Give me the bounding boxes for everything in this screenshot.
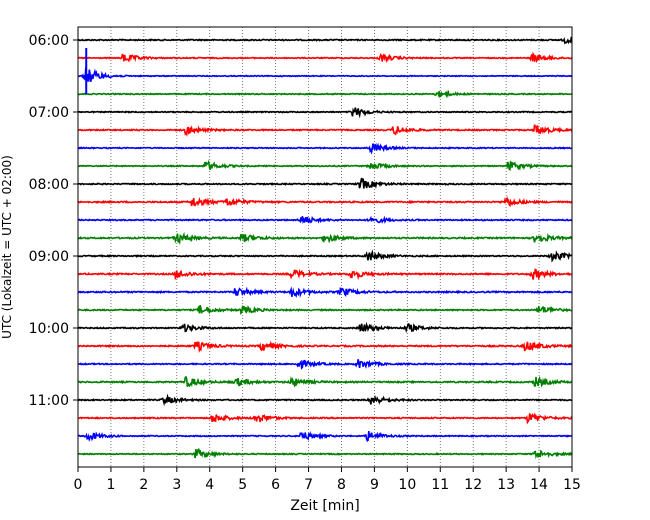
x-tick-label: 2 — [139, 477, 148, 493]
x-tick-label: 4 — [205, 477, 214, 493]
grid-lines — [110, 27, 540, 467]
trace-0915 — [78, 268, 573, 281]
x-tick-label: 0 — [74, 477, 83, 493]
trace-1045 — [78, 375, 573, 388]
x-tick-label: 11 — [431, 477, 449, 493]
x-tick-label: 8 — [337, 477, 346, 493]
trace-0730 — [77, 142, 573, 155]
trace-0700 — [77, 107, 573, 119]
trace-0800 — [77, 177, 573, 189]
y-axis-label: UTC (Lokalzeit = UTC + 02:00) — [0, 155, 14, 339]
trace-1130 — [77, 430, 573, 443]
trace-0645 — [77, 89, 573, 99]
trace-lines — [77, 36, 573, 460]
x-tick-label: 6 — [271, 477, 280, 493]
x-axis-ticks: 0 1 2 3 4 5 6 7 8 9 10 11 12 13 14 15 — [74, 467, 581, 493]
trace-0845 — [77, 231, 573, 246]
trace-1115 — [77, 412, 573, 425]
y-axis-ticks: 06:00 07:00 08:00 09:00 10:00 11:00 — [29, 33, 78, 409]
x-tick-label: 15 — [563, 477, 581, 493]
trace-1015 — [77, 340, 573, 354]
x-tick-label: 7 — [304, 477, 313, 493]
x-tick-label: 3 — [172, 477, 181, 493]
trace-1145 — [78, 448, 573, 460]
trace-1100 — [77, 393, 573, 407]
y-tick-label: 11:00 — [29, 393, 69, 409]
trace-0815 — [77, 195, 573, 208]
trace-0900 — [77, 249, 573, 263]
trace-0715 — [77, 124, 573, 138]
trace-0830 — [77, 215, 573, 225]
y-tick-label: 10:00 — [29, 321, 69, 337]
y-tick-label: 08:00 — [29, 177, 69, 193]
x-axis-label: Zeit [min] — [290, 498, 359, 514]
trace-0745 — [77, 159, 572, 172]
x-tick-label: 9 — [370, 477, 379, 493]
x-tick-label: 1 — [106, 477, 115, 493]
plot-frame — [77, 26, 573, 468]
trace-0945 — [78, 304, 572, 316]
trace-0930 — [77, 286, 573, 299]
trace-1030 — [77, 359, 573, 370]
y-tick-label: 06:00 — [29, 33, 69, 49]
trace-0600 — [77, 36, 573, 45]
x-tick-label: 10 — [398, 477, 416, 493]
trace-1000 — [77, 321, 573, 334]
y-tick-label: 07:00 — [29, 105, 69, 121]
y-tick-label: 09:00 — [29, 249, 69, 265]
x-tick-label: 12 — [464, 477, 482, 493]
x-tick-label: 5 — [238, 477, 247, 493]
trace-0630 — [78, 67, 573, 82]
trace-0615 — [78, 51, 573, 64]
x-tick-label: 13 — [497, 477, 515, 493]
x-tick-label: 14 — [530, 477, 548, 493]
